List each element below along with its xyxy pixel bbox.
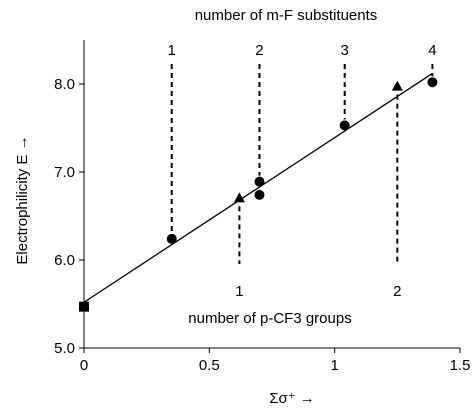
fit-line xyxy=(83,72,433,303)
x-tick-label: 1.5 xyxy=(450,357,471,374)
circle-point xyxy=(254,176,265,187)
y-tick-label: 5.0 xyxy=(54,340,75,357)
square-point xyxy=(79,301,89,312)
annotations: number of m-F substituents 1 2 3 4 number of … xyxy=(168,7,437,327)
axes: 5.0 6.0 7.0 8.0 0 0.5 1 1.5 Σσ⁺ → Electrophilicit… xyxy=(14,40,470,407)
fit-line-group xyxy=(83,72,433,303)
y-tick-label: 6.0 xyxy=(54,252,75,269)
bottom-annotation-label: 2 xyxy=(393,283,401,300)
circle-point xyxy=(254,189,265,200)
circle-point xyxy=(427,77,438,88)
top-annotation-label: 3 xyxy=(341,42,349,59)
data-points xyxy=(79,77,438,312)
y-tick-label: 8.0 xyxy=(54,76,75,93)
circle-point xyxy=(166,233,177,244)
x-tick-label: 0.5 xyxy=(199,357,220,374)
x-axis-title: Σσ⁺ → xyxy=(269,390,315,407)
top-annotation-title: number of m-F substituents xyxy=(195,7,378,24)
x-tick-label: 0 xyxy=(80,357,88,374)
bottom-annotation-title: number of p-CF3 groups xyxy=(188,310,351,327)
x-tick-label: 1 xyxy=(330,357,338,374)
triangle-point xyxy=(233,192,245,203)
top-annotation-label: 4 xyxy=(428,42,436,59)
y-tick-label: 7.0 xyxy=(54,164,75,181)
y-axis-title: Electrophilicity E → xyxy=(14,135,31,264)
triangle-point xyxy=(391,80,403,91)
top-annotation-label: 1 xyxy=(168,42,176,59)
circle-point xyxy=(339,120,350,131)
top-annotation-label: 2 xyxy=(255,42,263,59)
bottom-annotation-label: 1 xyxy=(235,283,243,300)
